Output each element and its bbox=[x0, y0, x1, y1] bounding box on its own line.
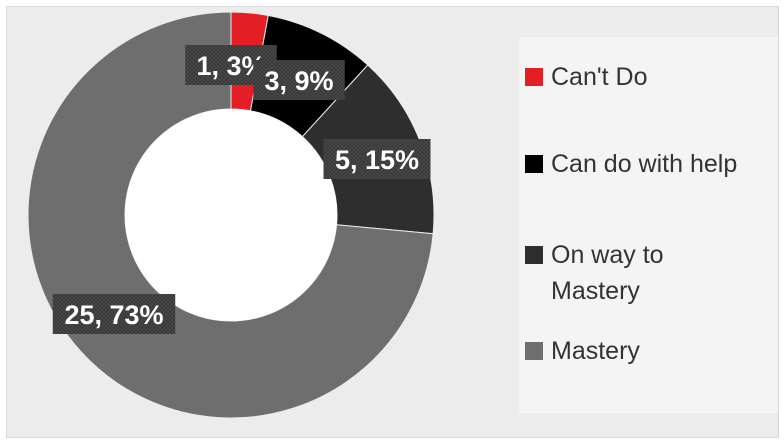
data-label-text: 25, 73% bbox=[64, 300, 163, 330]
legend-swatch-cant-do bbox=[525, 68, 543, 86]
legend-label-on-way-to-mastery-line1: On way to bbox=[551, 241, 664, 269]
legend-swatch-mastery bbox=[525, 342, 543, 360]
legend-swatch-can-do-with-help bbox=[525, 155, 543, 173]
legend-swatch-on-way-to-mastery bbox=[525, 246, 543, 264]
chart-area: 1, 3% 3, 9% 5, 15% 25, 73% Can't Do Can do … bbox=[6, 6, 779, 438]
legend-label-on-way-to-mastery: On way to Mastery bbox=[551, 237, 664, 309]
data-label-can-do-with-help: 3, 9% bbox=[253, 60, 345, 100]
data-label-box bbox=[323, 139, 431, 179]
data-label-mastery: 25, 73% bbox=[52, 294, 176, 334]
data-label-box bbox=[253, 60, 345, 100]
legend-background bbox=[519, 37, 778, 413]
legend-item-can-do-with-help: Can do with help bbox=[525, 146, 737, 182]
data-label-text: 5, 15% bbox=[335, 145, 419, 175]
data-label-box bbox=[52, 294, 176, 334]
legend-label-can-do-with-help: Can do with help bbox=[551, 150, 738, 178]
data-label-text: 3, 9% bbox=[264, 66, 333, 96]
data-label-on-way-to-mastery: 5, 15% bbox=[323, 139, 431, 179]
legend-item-cant-do: Can't Do bbox=[525, 59, 647, 95]
donut-hole bbox=[125, 109, 337, 321]
legend-item-on-way-to-mastery: On way to Mastery bbox=[525, 237, 664, 309]
donut-chart: 1, 3%3, 9%5, 15%25, 73% bbox=[27, 11, 435, 419]
legend-label-mastery: Mastery bbox=[551, 337, 640, 365]
legend-label-on-way-to-mastery-line2: Mastery bbox=[551, 277, 640, 305]
legend-item-mastery: Mastery bbox=[525, 333, 640, 369]
legend-label-cant-do: Can't Do bbox=[551, 63, 648, 91]
